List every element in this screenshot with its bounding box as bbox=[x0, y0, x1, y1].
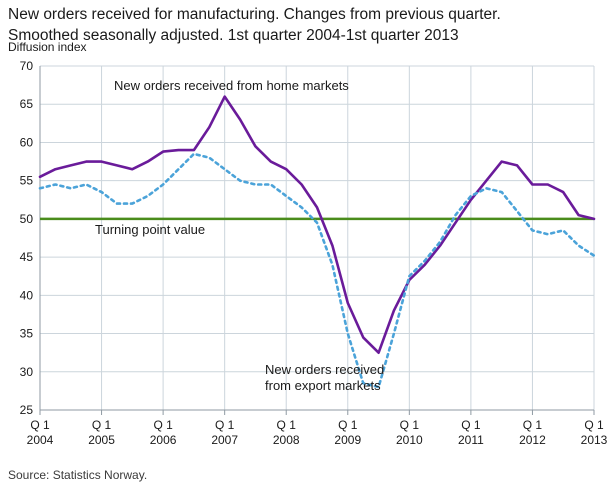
x-tick-label-quarter: Q 1 bbox=[30, 418, 50, 432]
y-tick-label: 25 bbox=[20, 403, 34, 417]
series-line bbox=[38, 95, 596, 355]
x-tick-label-quarter: Q 1 bbox=[400, 418, 420, 432]
x-tick-label-year: 2004 bbox=[27, 433, 54, 447]
y-tick-label: 35 bbox=[20, 327, 34, 341]
x-tick-label-quarter: Q 1 bbox=[461, 418, 481, 432]
series-line bbox=[38, 152, 596, 389]
y-axis-unit-label: Diffusion index bbox=[8, 40, 87, 54]
x-tick-label-year: 2011 bbox=[458, 433, 484, 447]
x-tick-label-quarter: Q 1 bbox=[153, 418, 173, 432]
x-tick-label-quarter: Q 1 bbox=[92, 418, 112, 432]
x-tick-label-year: 2005 bbox=[88, 433, 115, 447]
x-tick-label-year: 2009 bbox=[334, 433, 361, 447]
x-tick-label-quarter: Q 1 bbox=[338, 418, 358, 432]
x-tick-label-year: 2007 bbox=[211, 433, 238, 447]
y-tick-label: 45 bbox=[20, 250, 34, 264]
chart-title-line1: New orders received for manufacturing. C… bbox=[8, 6, 501, 23]
source-note: Source: Statistics Norway. bbox=[8, 468, 148, 482]
x-tick-label-year: 2006 bbox=[150, 433, 177, 447]
x-tick-label-quarter: Q 1 bbox=[215, 418, 235, 432]
x-tick-label-quarter: Q 1 bbox=[277, 418, 297, 432]
y-tick-label: 30 bbox=[20, 365, 34, 379]
chart-title: New orders received for manufacturing. C… bbox=[8, 5, 598, 47]
y-tick-label: 50 bbox=[20, 212, 34, 226]
x-tick-label-year: 2013 bbox=[581, 433, 608, 447]
chart-title-line2: Smoothed seasonally adjusted. 1st quarte… bbox=[8, 26, 459, 44]
y-tick-label: 55 bbox=[20, 174, 34, 188]
x-tick-label-year: 2010 bbox=[396, 433, 423, 447]
x-tick-label-year: 2008 bbox=[273, 433, 300, 447]
x-tick-label-quarter: Q 1 bbox=[523, 418, 543, 432]
y-tick-label: 65 bbox=[20, 97, 34, 111]
y-tick-label: 60 bbox=[20, 135, 34, 149]
x-tick-label-year: 2012 bbox=[519, 433, 546, 447]
y-tick-label: 70 bbox=[20, 59, 34, 73]
y-tick-label: 40 bbox=[20, 288, 34, 302]
x-tick-label-quarter: Q 1 bbox=[584, 418, 604, 432]
